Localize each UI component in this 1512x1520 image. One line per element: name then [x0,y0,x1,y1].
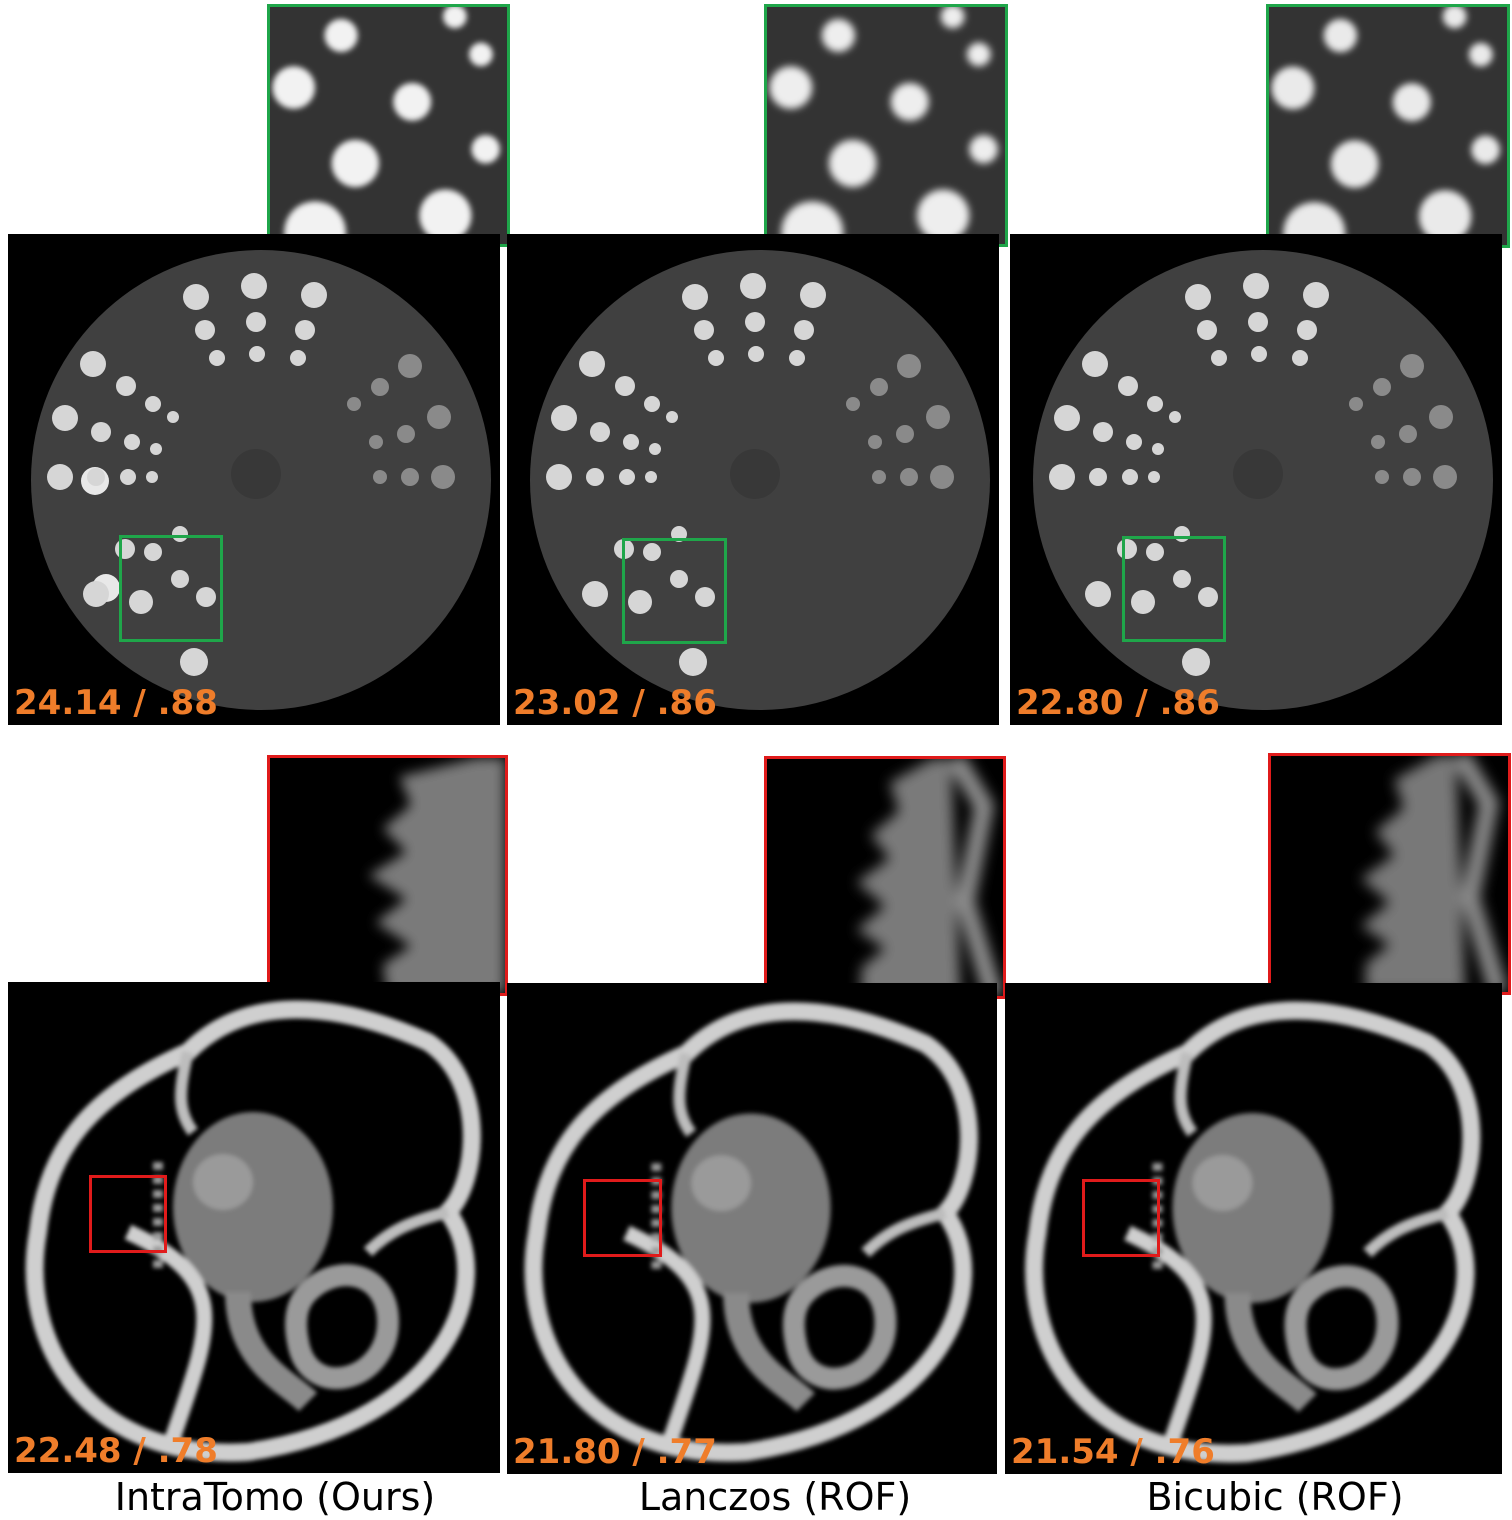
head-zoom-image [368,758,505,993]
method-caption: Lanczos (ROF) [638,1475,912,1519]
phantom-reconstruction-panel: 23.02 / .86 [507,234,999,725]
phantom-zoom-inset [1266,4,1510,248]
phantom-roi-box [119,535,223,642]
phantom-reconstruction-panel: 22.80 / .86 [1010,234,1502,725]
head-ct-image [1025,1001,1481,1463]
phantom-image [31,250,491,725]
head-metric-label: 21.80 / .77 [513,1432,717,1472]
head-ct-image [524,1002,978,1462]
head-metric-label: 22.48 / .78 [14,1431,218,1471]
phantom-image [1033,250,1493,710]
phantom-metric-label: 23.02 / .86 [513,683,717,723]
phantom-zoom-inset [764,4,1008,247]
head-ct-image [25,1000,481,1462]
head-roi-box [89,1175,167,1253]
head-roi-box [583,1179,662,1257]
head-zoom-inset [1268,753,1511,995]
head-ct-panel: 21.80 / .77 [507,983,997,1474]
head-zoom-inset [764,756,1006,999]
head-metric-label: 21.54 / .76 [1011,1432,1215,1472]
phantom-metric-label: 22.80 / .86 [1016,683,1220,723]
head-zoom-inset [267,755,508,996]
phantom-image [530,250,990,710]
phantom-zoom-image [767,7,1005,244]
phantom-zoom-image [1269,7,1507,245]
head-ct-panel: 22.48 / .78 [8,982,500,1473]
head-zoom-image [856,759,1003,996]
head-zoom-image [1361,756,1508,992]
phantom-metric-label: 24.14 / .88 [14,683,218,723]
phantom-reconstruction-panel: 24.14 / .88 [8,234,500,725]
phantom-roi-box [1122,536,1226,642]
method-caption: Bicubic (ROF) [1146,1475,1404,1519]
phantom-zoom-image [270,7,507,244]
head-roi-box [1082,1179,1160,1257]
phantom-zoom-inset [267,4,510,247]
method-caption: IntraTomo (Ours) [114,1475,436,1519]
head-ct-panel: 21.54 / .76 [1005,983,1502,1474]
phantom-roi-box [622,538,727,644]
